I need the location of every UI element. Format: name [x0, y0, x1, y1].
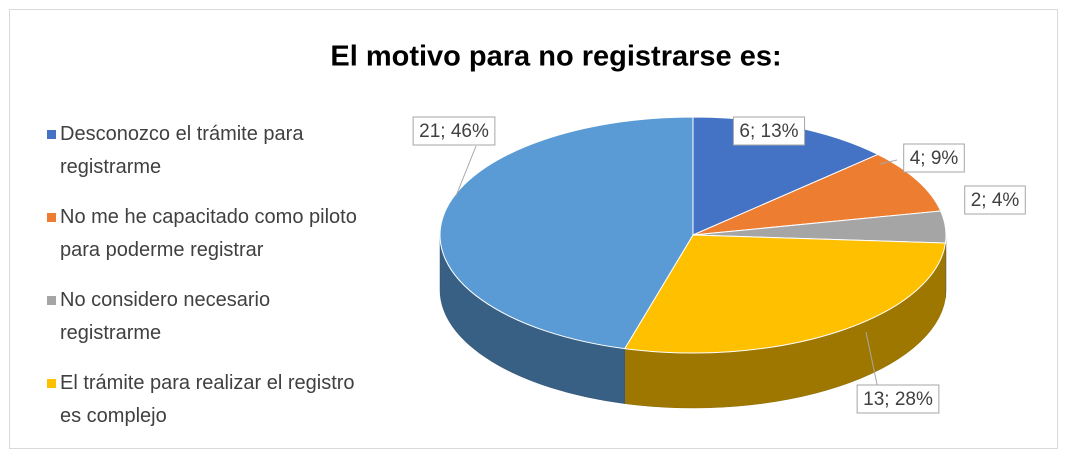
- data-label: 2; 4%: [971, 190, 1020, 211]
- legend-entry: No me he capacitado como piloto para pod…: [40, 201, 370, 267]
- legend-label: Desconozco el trámite para registrarme: [60, 123, 304, 178]
- data-label-box: [964, 185, 1026, 215]
- data-label: 4; 9%: [910, 148, 959, 169]
- legend-label: No considero necesario registrarme: [60, 289, 271, 344]
- legend-swatch: [47, 379, 56, 388]
- legend: Desconozco el trámite para registrarme No…: [40, 118, 370, 450]
- legend-label: No me he capacitado como piloto para pod…: [60, 206, 357, 261]
- legend-entry: No considero necesario registrarme: [40, 284, 370, 350]
- leader-line: [455, 145, 477, 197]
- legend-entry: El trámite para realizar el registro es …: [40, 367, 370, 433]
- legend-swatch: [47, 296, 56, 305]
- chart-title: El motivo para no registrarse es:: [330, 41, 781, 73]
- slice: [692, 153, 942, 236]
- legend-label: El trámite para realizar el registro es …: [60, 372, 355, 427]
- data-label: 21; 46%: [419, 121, 489, 142]
- legend-entry: Desconozco el trámite para registrarme: [40, 118, 370, 184]
- slice: [439, 116, 694, 350]
- data-label-box: [412, 116, 496, 146]
- legend-swatch: [47, 130, 56, 139]
- slice: [623, 234, 946, 354]
- data-label-box: [856, 384, 940, 414]
- leader-line: [865, 331, 879, 390]
- data-label: 6; 13%: [739, 121, 798, 142]
- data-label-box: [903, 143, 965, 173]
- data-label: 13; 28%: [863, 389, 933, 410]
- leader-line: [879, 159, 898, 165]
- data-label-box: [732, 116, 806, 146]
- legend-swatch: [47, 213, 56, 222]
